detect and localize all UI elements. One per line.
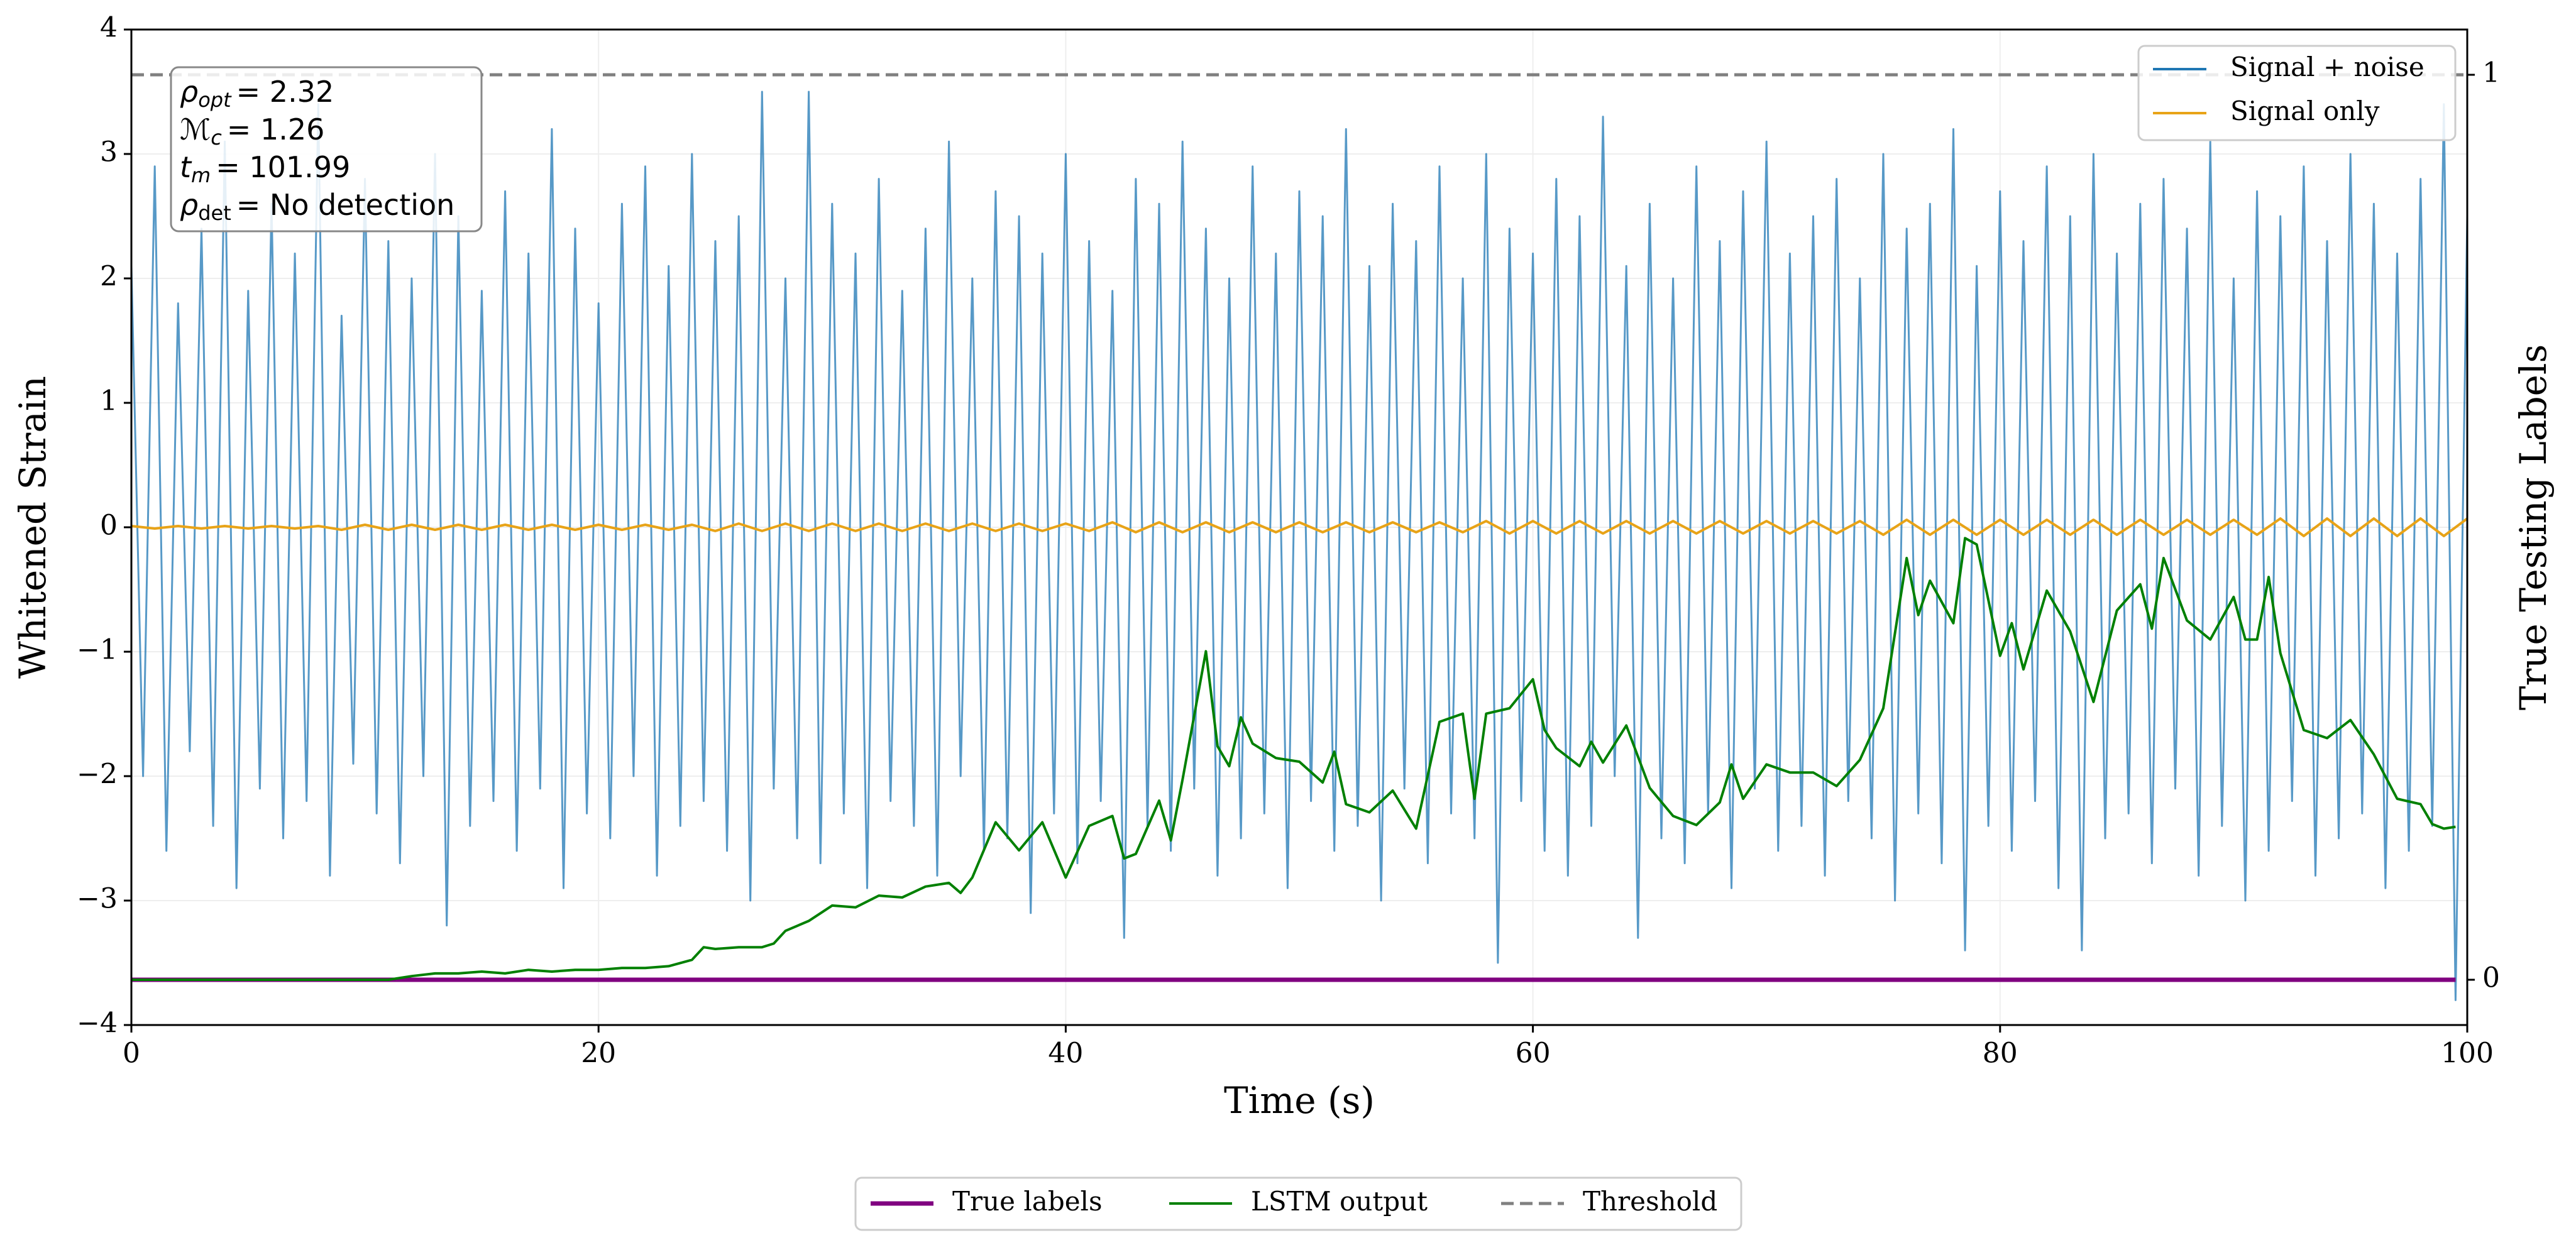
annotation-subscript: m <box>191 163 211 187</box>
legend-label: Signal + noise <box>2230 52 2425 82</box>
y2-tick-label: 1 <box>2482 57 2500 89</box>
annotation-subscript: opt <box>198 88 232 112</box>
annotation-box <box>170 66 483 233</box>
annotation-text: = 1.26 <box>227 112 325 146</box>
y-tick-label: −3 <box>77 883 118 915</box>
annotation-symbol: ρ <box>180 188 198 222</box>
x-tick-label: 100 <box>2441 1038 2494 1070</box>
annotation-subscript: c <box>211 126 222 150</box>
annotation-text: = 2.32 <box>236 75 334 109</box>
annotation: ρopt = 2.32 <box>180 75 334 112</box>
x-tick-label: 20 <box>581 1038 616 1070</box>
y-tick-label: 1 <box>100 385 118 417</box>
annotation-symbol: t <box>180 150 192 184</box>
legend-box <box>2137 45 2457 141</box>
annotation: ℳc = 1.26 <box>180 112 324 150</box>
y-axis-label: Whitened Strain <box>11 376 54 679</box>
y-tick-label: 2 <box>100 261 118 293</box>
annotation-symbol: ℳ <box>180 112 211 146</box>
y-tick-label: 4 <box>100 12 118 44</box>
legend-box <box>854 1176 1742 1231</box>
x-tick-label: 60 <box>1516 1038 1551 1070</box>
legend-label: Signal only <box>2230 96 2380 126</box>
y-tick-label: −1 <box>77 634 118 666</box>
annotation: ρdet = No detection <box>180 188 454 226</box>
annotation-symbol: ρ <box>180 75 198 109</box>
y2-tick-label: 0 <box>2482 962 2500 994</box>
annotation-text: = No detection <box>236 188 455 222</box>
x-tick-label: 40 <box>1048 1038 1083 1070</box>
legends: Signal + noise Signal only True labels LSTM… <box>854 45 2457 1231</box>
y2-axis-label: True Testing Labels <box>2512 344 2555 710</box>
y-tick-label: −2 <box>77 759 118 791</box>
legend-label: LSTM output <box>1251 1186 1428 1217</box>
series-line <box>130 90 2469 1001</box>
annotation-subscript: det <box>198 201 231 225</box>
x-axis-label: Time (s) <box>1224 1079 1375 1122</box>
series-line <box>131 517 2469 537</box>
series-line <box>131 537 2456 981</box>
legend-label: True labels <box>952 1186 1103 1217</box>
annotation-text: = 101.99 <box>216 150 350 184</box>
y-tick-label: 3 <box>100 136 118 168</box>
x-tick-label: 80 <box>1983 1038 2018 1070</box>
annotation: tm = 101.99 <box>180 150 350 188</box>
y-tick-label: −4 <box>77 1007 118 1039</box>
x-tick-label: 0 <box>123 1038 140 1070</box>
y-tick-label: 0 <box>100 510 118 542</box>
legend-label: Threshold <box>1583 1186 1717 1217</box>
